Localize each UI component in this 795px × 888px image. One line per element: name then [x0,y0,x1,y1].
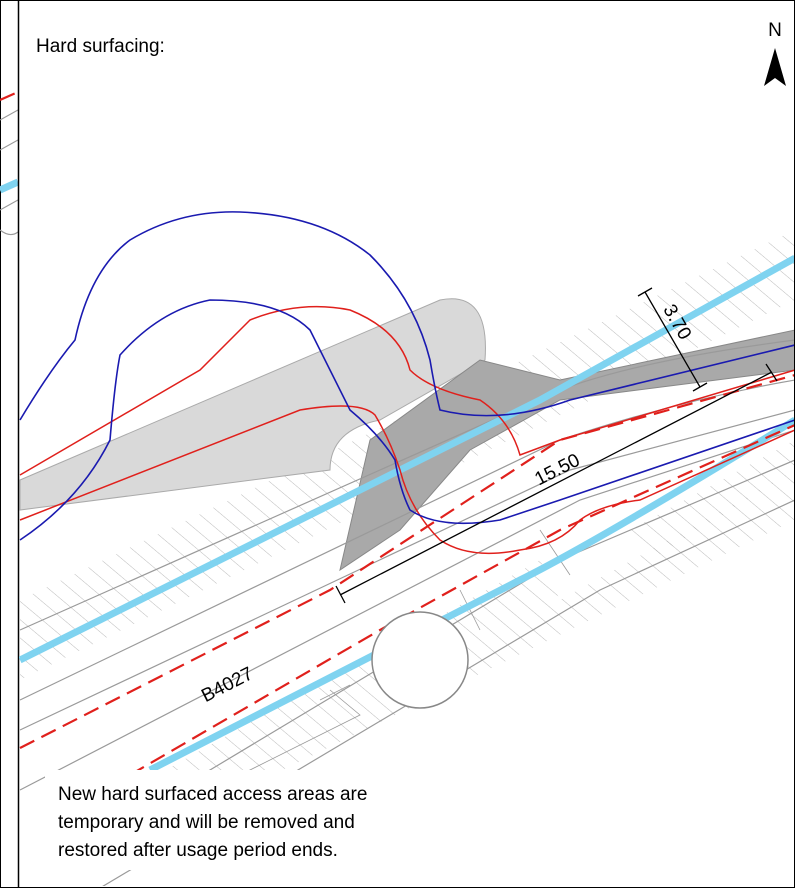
plan: 15.50 3.70 B4027 [19,211,794,886]
verge [630,440,794,560]
note-line: New hard surfaced access areas are [58,784,367,805]
north-arrow [764,48,786,86]
title: Hard surfacing: [36,36,165,57]
north-label: N [768,20,782,41]
left-strip [0,90,18,236]
note-background [45,770,445,870]
temporary-surface [19,298,486,511]
note-line: temporary and will be removed and [58,812,355,833]
note-line: restored after usage period ends. [58,840,338,861]
tree [371,611,469,709]
access-surface [339,329,794,572]
